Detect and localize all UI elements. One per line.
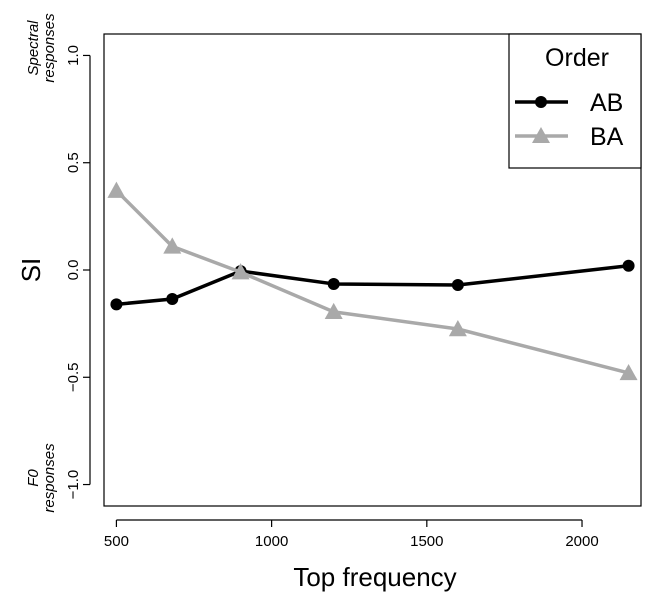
series-line-ab	[116, 263, 629, 307]
svg-text:F0: F0	[25, 469, 42, 487]
y-tick-label: 0.5	[65, 152, 82, 173]
series-point-ab	[110, 298, 123, 311]
series-line-ba	[115, 189, 630, 375]
y-tick-label: 0.0	[65, 260, 82, 281]
series-point-ba	[107, 181, 126, 198]
x-tick-label: 2000	[565, 533, 598, 550]
series-point-ba	[619, 363, 638, 381]
x-tick-label: 500	[104, 533, 129, 550]
y-bottom-note: F0 responses	[25, 443, 58, 513]
x-tick-label: 1500	[410, 533, 443, 550]
series-layer	[107, 181, 638, 381]
y-axis: −1.0 −0.5 0.0 0.5 1.0	[65, 45, 91, 500]
y-tick-label: −0.5	[65, 362, 82, 392]
svg-text:Spectral: Spectral	[25, 20, 42, 76]
series-point-ba	[163, 237, 182, 254]
x-axis-title: Top frequency	[293, 562, 456, 592]
y-tick-label: 1.0	[65, 45, 82, 66]
legend-title: Order	[545, 44, 609, 72]
series-point-ab	[451, 279, 464, 292]
legend-label-ab: AB	[590, 89, 623, 117]
plot-frame	[103, 33, 642, 507]
y-axis-title: SI	[16, 258, 46, 283]
legend-marker-ba	[532, 127, 550, 143]
legend: Order AB BA	[508, 33, 642, 169]
series-point-ab	[327, 277, 340, 290]
legend-label-ba: BA	[590, 123, 624, 151]
series-point-ab	[622, 259, 635, 272]
svg-text:responses: responses	[41, 443, 58, 513]
series-point-ab	[166, 292, 179, 305]
x-axis: 500 1000 1500 2000	[104, 519, 599, 550]
legend-marker-ab	[535, 96, 547, 108]
y-tick-label: −1.0	[65, 470, 82, 500]
y-top-note: Spectral responses	[25, 13, 58, 83]
series-point-ba	[324, 302, 343, 320]
series-point-ba	[448, 320, 467, 337]
svg-text:responses: responses	[41, 13, 58, 83]
x-tick-label: 1000	[255, 533, 288, 550]
series-point-ba	[231, 263, 250, 280]
